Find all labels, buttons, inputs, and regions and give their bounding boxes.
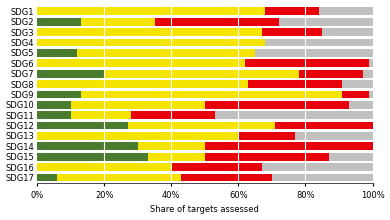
- Bar: [71, 111, 131, 119]
- Bar: [37, 49, 78, 57]
- Bar: [37, 163, 171, 171]
- Bar: [37, 143, 138, 150]
- Bar: [275, 122, 372, 130]
- Bar: [37, 90, 81, 98]
- Bar: [279, 18, 372, 26]
- Bar: [37, 111, 71, 119]
- Bar: [37, 132, 238, 140]
- Bar: [37, 101, 71, 109]
- Bar: [369, 90, 372, 98]
- Bar: [299, 70, 363, 77]
- Bar: [154, 18, 279, 26]
- Bar: [57, 174, 181, 182]
- Bar: [265, 38, 372, 46]
- Bar: [296, 132, 372, 140]
- Bar: [205, 101, 349, 109]
- Bar: [265, 7, 319, 15]
- Bar: [319, 7, 372, 15]
- Bar: [37, 174, 57, 182]
- Bar: [81, 90, 342, 98]
- Bar: [81, 18, 154, 26]
- Bar: [37, 70, 104, 77]
- Bar: [238, 132, 296, 140]
- Bar: [205, 143, 372, 150]
- Bar: [369, 59, 372, 67]
- Bar: [248, 80, 342, 88]
- Bar: [322, 28, 372, 36]
- Bar: [71, 101, 205, 109]
- Bar: [255, 49, 372, 57]
- Bar: [329, 153, 372, 161]
- Bar: [215, 111, 372, 119]
- Bar: [181, 174, 272, 182]
- X-axis label: Share of targets assessed: Share of targets assessed: [151, 205, 259, 214]
- Bar: [342, 90, 369, 98]
- Bar: [37, 7, 265, 15]
- Bar: [37, 122, 128, 130]
- Bar: [262, 28, 322, 36]
- Bar: [138, 143, 205, 150]
- Bar: [245, 59, 369, 67]
- Bar: [37, 80, 248, 88]
- Bar: [78, 49, 255, 57]
- Bar: [37, 153, 148, 161]
- Bar: [104, 70, 299, 77]
- Bar: [171, 163, 262, 171]
- Bar: [205, 153, 329, 161]
- Bar: [37, 59, 245, 67]
- Bar: [262, 163, 372, 171]
- Bar: [131, 111, 215, 119]
- Bar: [148, 153, 205, 161]
- Bar: [349, 101, 372, 109]
- Bar: [342, 80, 372, 88]
- Bar: [37, 38, 265, 46]
- Bar: [363, 70, 372, 77]
- Bar: [37, 18, 81, 26]
- Bar: [128, 122, 275, 130]
- Bar: [37, 28, 262, 36]
- Bar: [272, 174, 372, 182]
